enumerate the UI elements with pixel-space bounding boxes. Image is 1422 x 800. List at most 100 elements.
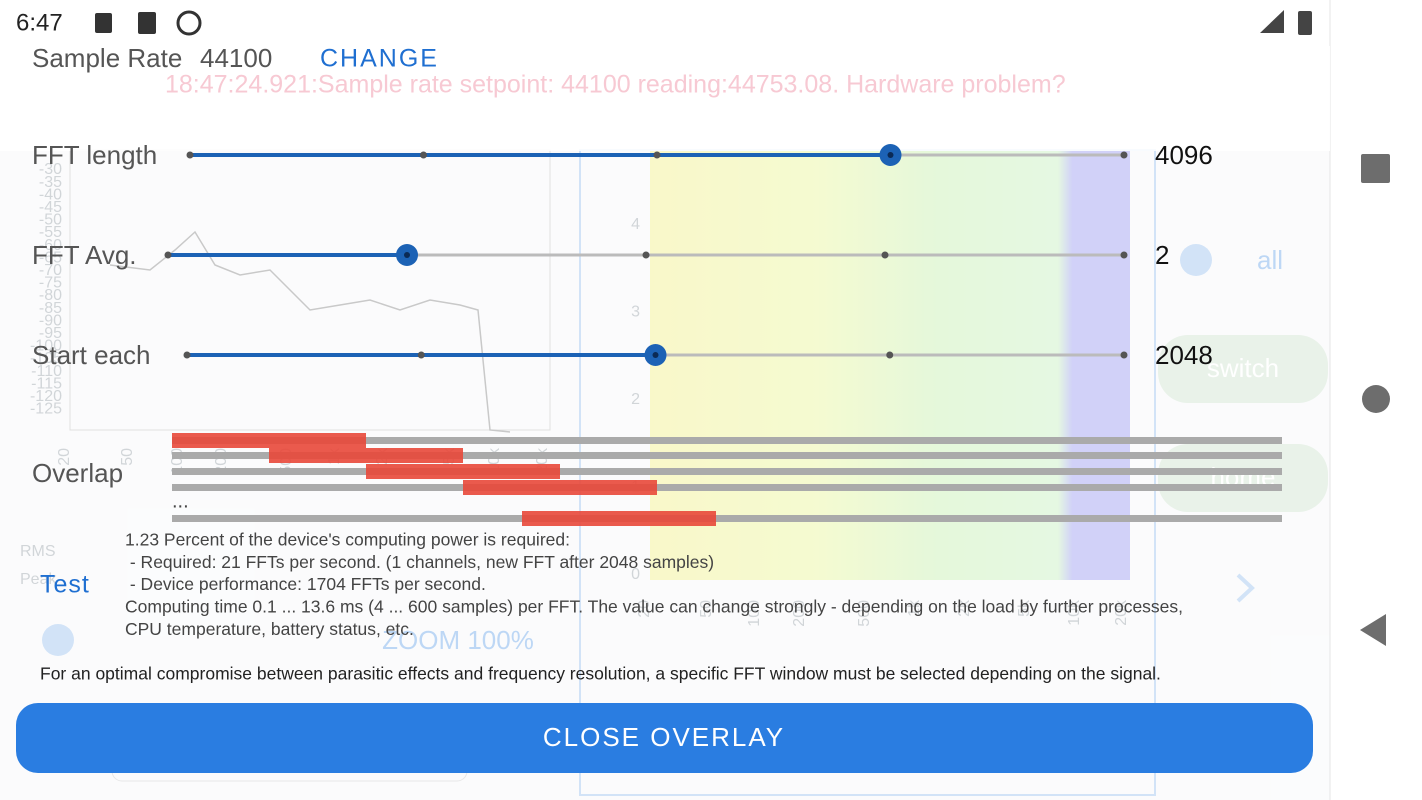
spectrogram-y-tick: 4: [631, 216, 640, 233]
slider-thumb-center: [404, 252, 410, 258]
overlap-label: Overlap: [32, 458, 123, 488]
spectrogram-x-tick: 20: [636, 600, 653, 618]
spectrum-y-tick: -75: [39, 275, 62, 292]
close-overlay-button[interactable]: [16, 703, 1313, 773]
info-line: Computing time 0.1 ... 13.6 ms (4 ... 60…: [125, 597, 1183, 617]
slider-stop: [642, 251, 650, 259]
spectrogram-x-tick: 50: [698, 600, 715, 618]
spectrum-y-tick: -95: [39, 325, 62, 342]
window-note: For an optimal compromise between parasi…: [40, 664, 1161, 684]
battery-icon: [1298, 11, 1312, 35]
spectrum-y-tick: -30: [39, 161, 62, 178]
window-row: [172, 484, 1282, 491]
all-button[interactable]: all: [1257, 245, 1283, 275]
spectrum-x-tick: 50: [119, 448, 136, 466]
spectrogram-x-tick: 5k: [1016, 599, 1033, 617]
spectrum-y-tick: -70: [39, 262, 62, 279]
recents-button[interactable]: [1361, 154, 1390, 183]
close-overlay-label: CLOSE OVERLAY: [543, 722, 785, 752]
slider-stop: [164, 251, 172, 259]
home-button-bg: [1158, 444, 1328, 512]
slider-label: FFT length: [32, 140, 157, 170]
spectrum-y-tick: -110: [31, 363, 62, 380]
sample-rate-label: Sample Rate: [32, 43, 182, 73]
slider-label: FFT Avg.: [32, 240, 137, 270]
switch-button-bg: [1158, 335, 1328, 403]
info-line: - Required: 21 FFTs per second. (1 chann…: [125, 552, 714, 572]
spectrum-y-tick: -125: [30, 401, 62, 418]
signal-icon: [1260, 10, 1284, 33]
spectrogram-x-tick: 200: [791, 600, 808, 627]
spectrum-y-tick: -60: [39, 237, 62, 254]
overlap-diagram: [172, 433, 1282, 526]
home-button[interactable]: [1362, 385, 1390, 413]
slider-thumb-center: [652, 352, 659, 358]
slider-stop: [186, 151, 194, 159]
rms-label: RMS: [20, 543, 56, 560]
spectrogram-x-tick: 10k: [1066, 599, 1083, 626]
slider-stop: [183, 351, 191, 359]
spectrum-x-tick: 20: [56, 448, 73, 466]
spectrum-y-tick: -55: [39, 224, 62, 241]
info-line: CPU temperature, battery status, etc.: [125, 619, 414, 639]
fft-window: [366, 464, 560, 479]
spectrum-y-tick: -50: [39, 212, 62, 229]
window-row: [172, 468, 1282, 475]
error-message: 18:47:24.921:Sample rate setpoint: 44100…: [165, 71, 1066, 99]
back-button[interactable]: [1360, 614, 1386, 646]
slider-thumb-center: [887, 152, 894, 158]
slider-stop: [420, 151, 427, 159]
fft-window: [269, 448, 463, 463]
slider-stop: [886, 351, 894, 359]
slider-stop: [653, 151, 661, 159]
spectrogram-x-tick: 2k: [956, 599, 973, 617]
spectrogram: [650, 150, 1130, 580]
switch-button[interactable]: switch: [1207, 353, 1279, 383]
window-row: [172, 515, 1282, 522]
spectrum-y-tick: -115: [31, 375, 62, 392]
fft-window: [172, 433, 366, 448]
spectrum-y-tick: -120: [30, 388, 62, 405]
spectrum-y-tick: -85: [39, 300, 62, 317]
status-bar: [0, 0, 1330, 46]
next-arrow: [1236, 573, 1255, 603]
spectrum-y-tick: -80: [39, 287, 62, 304]
fft-window: [463, 480, 657, 495]
spectrogram-x-tick: 1k: [906, 599, 923, 617]
spectrum-y-tick: -105: [30, 350, 62, 367]
slider-value: 2: [1155, 240, 1169, 270]
slider-stop: [1120, 251, 1128, 259]
info-line: 1.23 Percent of the device's computing p…: [125, 530, 570, 550]
slider-value: 4096: [1155, 140, 1213, 170]
change-button[interactable]: CHANGE: [320, 45, 439, 73]
status-icon: [138, 12, 156, 34]
spectrogram-y-tick: 0: [631, 566, 640, 583]
peak-label: Peak: [20, 571, 57, 588]
fft-window: [522, 511, 716, 526]
spectrum-y-tick: -65: [39, 249, 62, 266]
spectrogram-x-tick: 500: [856, 600, 873, 627]
spectrogram-y-tick: 3: [631, 304, 640, 321]
slider-label: Start each: [32, 340, 151, 370]
spectrogram-x-tick: 20k: [1113, 599, 1130, 626]
zoom-button[interactable]: ZOOM 100%: [382, 625, 534, 655]
spectrum-trace: [109, 230, 511, 433]
status-time: 6:47: [16, 9, 63, 36]
window-row: [172, 437, 1282, 444]
spectrum-y-tick: -100: [30, 338, 62, 355]
status-icon: [95, 13, 112, 33]
slider-value: 2048: [1155, 340, 1213, 370]
spectrum-y-tick: -40: [39, 186, 62, 203]
slider-stop: [417, 351, 425, 359]
spectrogram-x-tick: 100: [746, 600, 763, 627]
settings-icon: [42, 624, 74, 656]
status-icon: [176, 10, 202, 36]
info-line: - Device performance: 1704 FFTs per seco…: [125, 574, 486, 594]
test-label: Test: [40, 571, 90, 599]
spectrogram-y-tick: 2: [631, 391, 640, 408]
settings-icon: [1180, 244, 1212, 276]
spectrum-y-tick: -90: [39, 312, 62, 329]
sample-rate-value: 44100: [200, 43, 272, 73]
slider-stop: [881, 251, 889, 259]
